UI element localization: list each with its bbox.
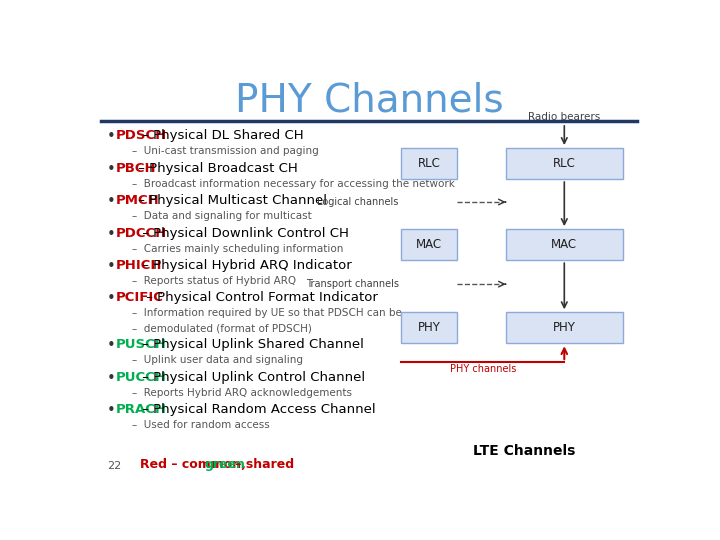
Text: •: •	[107, 403, 115, 418]
Bar	[505, 229, 623, 260]
Text: – Physical Uplink Control Channel: – Physical Uplink Control Channel	[138, 371, 365, 384]
Text: – Physical Broadcast CH: – Physical Broadcast CH	[134, 161, 297, 174]
Text: – Physical Multicast Channel: – Physical Multicast Channel	[134, 194, 327, 207]
Text: –  Data and signaling for multicast: – Data and signaling for multicast	[132, 211, 312, 221]
Text: MAC: MAC	[552, 238, 577, 251]
Text: – Physical Hybrid ARQ Indicator: – Physical Hybrid ARQ Indicator	[138, 259, 352, 272]
Text: •: •	[107, 161, 115, 177]
Text: PUSCH: PUSCH	[116, 339, 167, 352]
Text: –  Information required by UE so that PDSCH can be: – Information required by UE so that PDS…	[132, 308, 402, 319]
Text: –  Reports Hybrid ARQ acknowledgements: – Reports Hybrid ARQ acknowledgements	[132, 388, 352, 398]
Text: LTE Channels: LTE Channels	[474, 444, 576, 458]
Text: PBCH: PBCH	[116, 161, 157, 174]
Text: •: •	[107, 129, 115, 144]
Text: – Physical Control Format Indicator: – Physical Control Format Indicator	[143, 292, 378, 305]
Text: PRACH: PRACH	[116, 403, 167, 416]
Text: PUCCH: PUCCH	[116, 371, 167, 384]
Text: –  demodulated (format of PDSCH): – demodulated (format of PDSCH)	[132, 323, 312, 333]
Text: –  Carries mainly scheduling information: – Carries mainly scheduling information	[132, 244, 343, 254]
Text: – Physical Downlink Control CH: – Physical Downlink Control CH	[138, 227, 349, 240]
Text: Logical channels: Logical channels	[318, 197, 399, 207]
Text: – Physical DL Shared CH: – Physical DL Shared CH	[138, 129, 304, 142]
Text: PCIFIC: PCIFIC	[116, 292, 164, 305]
Text: PDCCH: PDCCH	[116, 227, 168, 240]
Text: RLC: RLC	[553, 157, 576, 170]
Bar	[401, 229, 457, 260]
Text: –  Uni-cast transmission and paging: – Uni-cast transmission and paging	[132, 146, 319, 156]
Text: –  Uplink user data and signaling: – Uplink user data and signaling	[132, 355, 303, 366]
Text: 22: 22	[107, 462, 121, 471]
Text: – shared: – shared	[231, 458, 294, 471]
Text: •: •	[107, 227, 115, 241]
Bar	[401, 312, 457, 343]
Text: –  Used for random access: – Used for random access	[132, 420, 269, 430]
Text: –  Reports status of Hybrid ARQ: – Reports status of Hybrid ARQ	[132, 276, 296, 286]
Text: PHY channels: PHY channels	[450, 364, 516, 374]
Bar	[401, 148, 457, 179]
Text: •: •	[107, 371, 115, 386]
Text: PHY: PHY	[553, 321, 576, 334]
Bar	[505, 148, 623, 179]
Text: PMCH: PMCH	[116, 194, 160, 207]
Text: •: •	[107, 259, 115, 274]
Text: –  Broadcast information necessary for accessing the network: – Broadcast information necessary for ac…	[132, 179, 455, 188]
Text: PHY: PHY	[418, 321, 441, 334]
Text: PDSCH: PDSCH	[116, 129, 168, 142]
Text: green: green	[204, 458, 246, 471]
Text: RLC: RLC	[418, 157, 441, 170]
Text: •: •	[107, 194, 115, 209]
Text: – Physical Uplink Shared Channel: – Physical Uplink Shared Channel	[138, 339, 364, 352]
Text: PHY Channels: PHY Channels	[235, 82, 503, 119]
Bar	[505, 312, 623, 343]
Text: PHICH: PHICH	[116, 259, 163, 272]
Text: •: •	[107, 292, 115, 306]
Text: Transport channels: Transport channels	[305, 279, 399, 289]
Text: Red – common,: Red – common,	[140, 458, 251, 471]
Text: – Physical Random Access Channel: – Physical Random Access Channel	[138, 403, 376, 416]
Text: Radio bearers: Radio bearers	[528, 112, 600, 122]
Text: MAC: MAC	[416, 238, 442, 251]
Text: •: •	[107, 339, 115, 354]
